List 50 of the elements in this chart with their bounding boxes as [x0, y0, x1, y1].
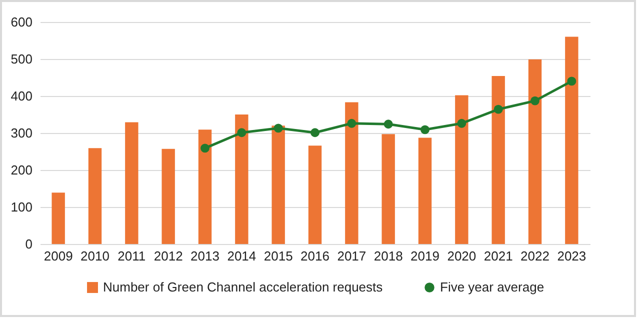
bar: [528, 59, 542, 244]
y-tick-label: 500: [10, 52, 32, 66]
x-tick-label: 2014: [227, 248, 256, 264]
x-tick-label: 2016: [300, 248, 330, 264]
point: [494, 104, 503, 114]
point: [530, 96, 540, 106]
point: [420, 125, 430, 134]
point: [457, 118, 466, 128]
x-tick-label: 2015: [264, 248, 293, 264]
x-tick-label: 2013: [190, 248, 220, 264]
point: [200, 144, 210, 153]
x-tick-label: 2012: [154, 248, 183, 264]
bar: [52, 192, 65, 244]
bar: [308, 146, 322, 244]
y-tick-label: 300: [10, 126, 32, 140]
bar: [162, 148, 175, 244]
x-tick-label: 2022: [520, 248, 550, 264]
bar: [455, 95, 468, 244]
bar: [418, 138, 432, 244]
y-tick-label: 600: [10, 14, 32, 30]
bar: [382, 134, 395, 244]
x-tick-label: 2009: [44, 248, 73, 264]
point: [274, 124, 283, 133]
bar: [345, 102, 358, 244]
x-tick-label: 2018: [374, 248, 403, 264]
bar: [198, 130, 212, 244]
bar: [235, 114, 248, 244]
x-tick-label: 2019: [410, 248, 440, 264]
legend-label: Number of Green Channel acceleration requests: [103, 280, 384, 294]
point: [347, 118, 356, 128]
point: [567, 76, 576, 86]
legend-label: Five year average: [440, 280, 544, 294]
y-tick-label: 400: [10, 88, 32, 104]
bar: [492, 76, 505, 244]
x-tick-label: 2023: [557, 248, 586, 264]
bar: [565, 36, 578, 244]
y-tick-label: 100: [10, 200, 32, 214]
point: [237, 128, 246, 138]
x-tick-label: 2010: [80, 248, 110, 264]
point: [310, 128, 320, 138]
x-tick-label: 2021: [484, 248, 513, 264]
bar: [88, 148, 102, 244]
x-tick-label: 2017: [337, 248, 366, 264]
y-tick-label: 200: [10, 162, 32, 178]
bar: [125, 122, 138, 244]
bar: [272, 126, 285, 244]
point: [384, 120, 393, 129]
x-tick-label: 2011: [118, 248, 146, 264]
x-tick-label: 2020: [447, 248, 476, 264]
y-tick-label: 0: [25, 236, 32, 252]
